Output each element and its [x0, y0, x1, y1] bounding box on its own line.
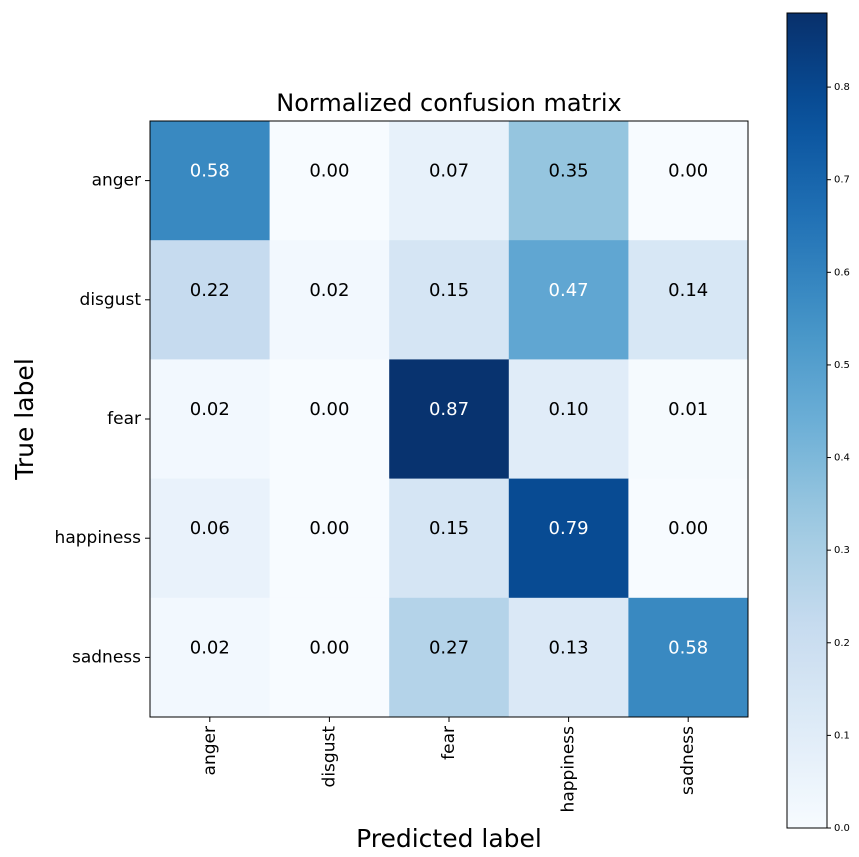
- y-tick-label: happiness: [55, 528, 142, 548]
- cell-label: 0.06: [190, 518, 230, 539]
- cell-label: 0.15: [429, 518, 469, 539]
- heatmap-cell: [269, 121, 390, 241]
- cell-label: 0.79: [549, 518, 589, 539]
- cell-label: 0.02: [190, 637, 230, 658]
- heatmap-cell: [628, 121, 749, 241]
- heatmap-cell: [508, 597, 629, 718]
- colorbar-tick-label: 0.8: [834, 82, 850, 93]
- heatmap-cell: [269, 597, 390, 718]
- y-tick-label: disgust: [80, 290, 142, 310]
- colorbar-tick-label: 0.6: [834, 267, 850, 278]
- cell-label: 0.00: [309, 637, 349, 658]
- x-tick-label: anger: [200, 726, 220, 775]
- heatmap-cell: [508, 359, 629, 480]
- y-tick-label: fear: [107, 409, 141, 429]
- cell-label: 0.47: [549, 280, 589, 301]
- cell-label: 0.07: [429, 161, 469, 182]
- colorbar-tick-label: 0.7: [834, 175, 850, 186]
- heatmap-cell: [150, 478, 271, 599]
- cell-label: 0.58: [190, 161, 230, 182]
- heatmap-cell: [150, 121, 271, 241]
- x-tick-label: disgust: [319, 726, 339, 788]
- heatmap-cell: [628, 597, 749, 718]
- heatmap-cell: [389, 121, 510, 241]
- heatmap-cell: [508, 478, 629, 599]
- cell-label: 0.13: [549, 637, 589, 658]
- y-tick-label: sadness: [72, 647, 141, 667]
- colorbar-tick-label: 0.0: [834, 823, 850, 834]
- heatmap-cell: [150, 597, 271, 718]
- heatmap-cell: [150, 359, 271, 480]
- y-tick-label: anger: [92, 171, 141, 191]
- heatmap-cell: [628, 478, 749, 599]
- cell-label: 0.87: [429, 399, 469, 420]
- heatmap-cell: [389, 359, 510, 480]
- x-tick-label: sadness: [678, 726, 698, 795]
- colorbar-tick-label: 0.4: [834, 453, 850, 464]
- colorbar-tick-label: 0.5: [834, 360, 850, 371]
- heatmap-cell: [628, 359, 749, 480]
- cell-label: 0.00: [668, 161, 708, 182]
- heatmap-cell: [389, 597, 510, 718]
- colorbar-tick-label: 0.3: [834, 545, 850, 556]
- y-axis-label: True label: [10, 358, 39, 481]
- heatmap-cell: [389, 240, 510, 360]
- colorbar-tick-label: 0.2: [834, 638, 850, 649]
- x-tick-label: happiness: [559, 726, 579, 813]
- heatmap-cell: [150, 240, 271, 360]
- heatmap-cell: [389, 478, 510, 599]
- cell-label: 0.15: [429, 280, 469, 301]
- colorbar-tick-label: 0.1: [834, 730, 850, 741]
- heatmap-cell: [269, 478, 390, 599]
- cell-label: 0.14: [668, 280, 708, 301]
- heatmap-cell: [269, 359, 390, 480]
- cell-label: 0.00: [309, 399, 349, 420]
- heatmap-cell: [269, 240, 390, 360]
- heatmap-cell: [628, 240, 749, 360]
- cell-label: 0.58: [668, 637, 708, 658]
- x-tick-label: fear: [439, 726, 459, 760]
- cell-label: 0.27: [429, 637, 469, 658]
- x-axis-label: Predicted label: [356, 824, 542, 853]
- cell-label: 0.00: [668, 518, 708, 539]
- cell-label: 0.22: [190, 280, 230, 301]
- cell-label: 0.35: [549, 161, 589, 182]
- heatmap-cell: [508, 240, 629, 360]
- colorbar: [786, 12, 828, 829]
- cell-label: 0.02: [309, 280, 349, 301]
- cell-label: 0.00: [309, 161, 349, 182]
- heatmap-cell: [508, 121, 629, 241]
- cell-label: 0.01: [668, 399, 708, 420]
- chart-title: Normalized confusion matrix: [276, 89, 621, 117]
- cell-label: 0.00: [309, 518, 349, 539]
- cell-label: 0.10: [549, 399, 589, 420]
- cell-label: 0.02: [190, 399, 230, 420]
